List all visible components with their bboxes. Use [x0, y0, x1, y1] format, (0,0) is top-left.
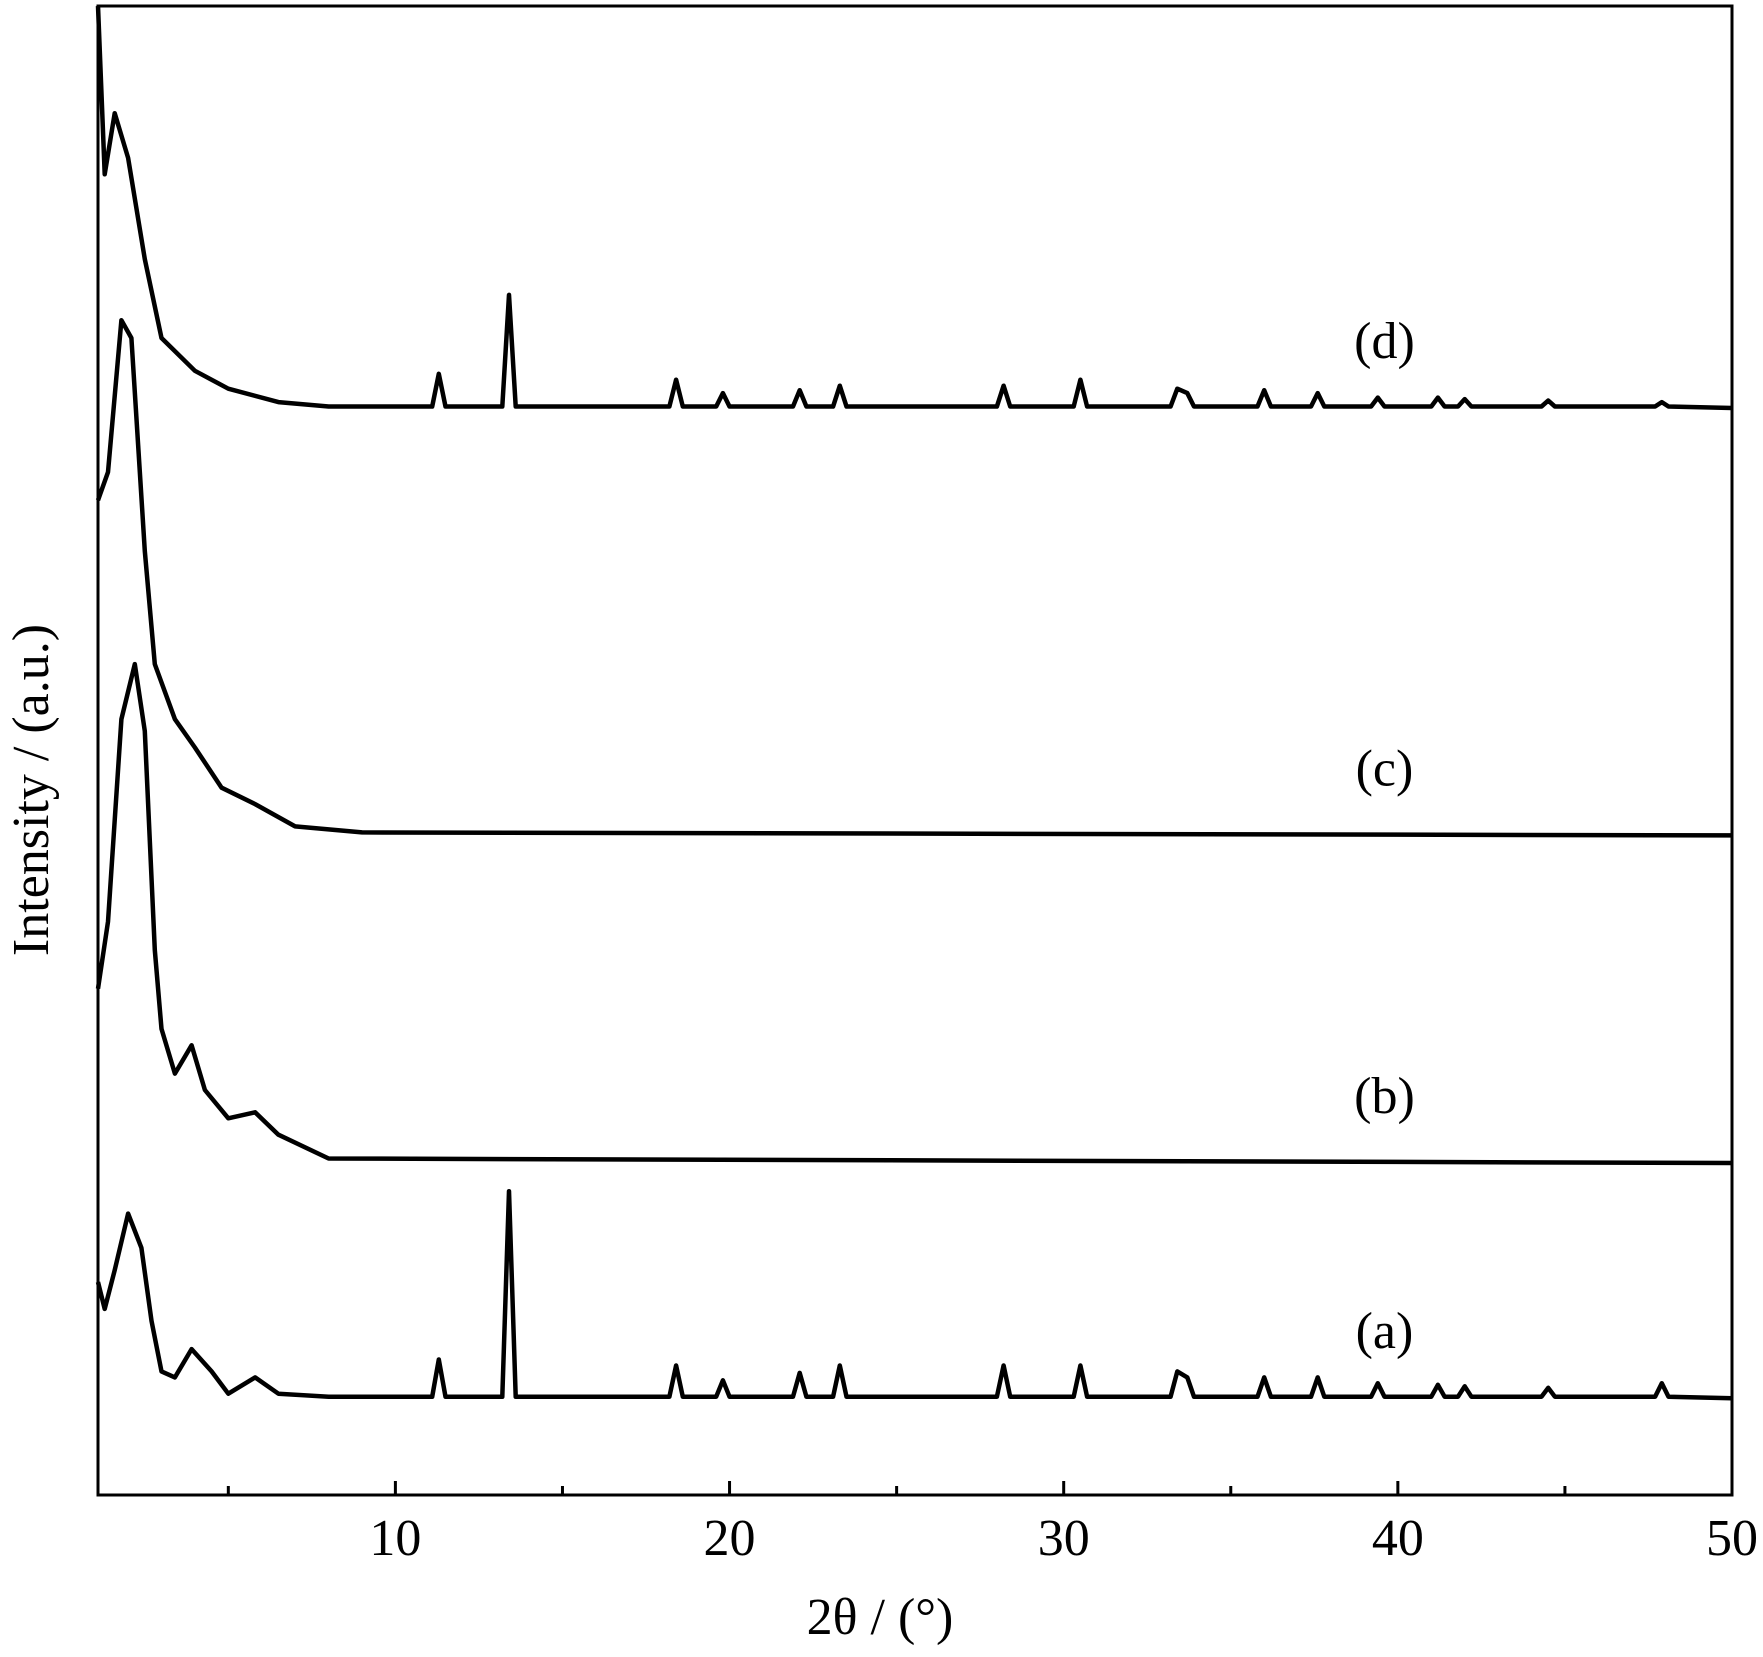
series-label: (d)	[1354, 313, 1415, 370]
x-axis-title: 2θ / (°)	[807, 1589, 954, 1646]
series-line	[95, 5, 1733, 411]
x-tick-label: 10	[369, 1510, 421, 1567]
series-label: (b)	[1354, 1068, 1415, 1125]
series-line	[95, 661, 1733, 1166]
x-tick-label: 20	[704, 1510, 756, 1567]
x-tick-label: 30	[1038, 1510, 1090, 1567]
series-line	[95, 1188, 1733, 1401]
series-label: (c)	[1356, 740, 1414, 797]
plot-frame	[96, 4, 1734, 1497]
y-axis-title: Intensity / (a.u.)	[3, 624, 60, 956]
series-line	[95, 317, 1733, 838]
series-label: (a)	[1356, 1303, 1414, 1360]
x-tick-label: 40	[1372, 1510, 1424, 1567]
x-tick-label: 50	[1706, 1510, 1758, 1567]
